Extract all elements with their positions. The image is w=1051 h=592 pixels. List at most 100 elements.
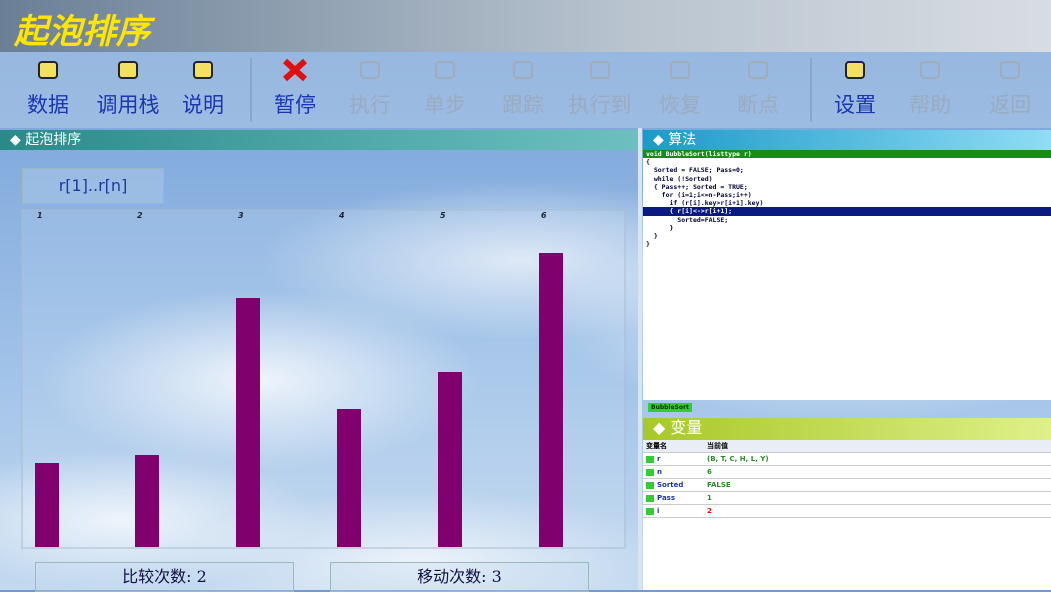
toolbar-button[interactable]: 数据: [8, 56, 88, 119]
button-label: 数据: [27, 93, 69, 117]
range-label: r[1]..r[n]: [22, 168, 164, 204]
var-icon: [646, 494, 654, 502]
separator: [250, 58, 252, 122]
title-bar: [0, 0, 1051, 52]
icon-shape: [38, 61, 58, 79]
bar: [35, 463, 59, 547]
toolbar: [0, 52, 1051, 128]
toolbar-button: 执行到: [560, 56, 640, 119]
cell-text: r: [657, 455, 661, 463]
chart-frame: [21, 209, 626, 549]
bar: [135, 455, 159, 547]
cell-text: Sorted: [657, 481, 684, 489]
index-label: 1: [37, 211, 43, 220]
code-line: }: [646, 223, 674, 232]
toolbar-button[interactable]: 暂停: [255, 56, 335, 119]
toolbar-button: 执行: [330, 56, 410, 119]
panel-header: ◆ 变量: [643, 418, 1051, 440]
icon-shape: [1000, 61, 1020, 79]
toolbar-button: 跟踪: [483, 56, 563, 119]
cell: r: [643, 452, 704, 466]
button-label: 调用栈: [96, 93, 160, 117]
icon: [590, 61, 610, 79]
cell-text: Pass: [657, 494, 675, 502]
cell: Sorted: [643, 478, 704, 492]
icon: [920, 61, 940, 79]
compare-count: 比较次数: 2: [35, 562, 294, 592]
icon: [435, 61, 455, 79]
splitter: [638, 128, 642, 590]
separator: [810, 58, 812, 122]
label: 移动次数:: [417, 567, 487, 586]
var-icon: [646, 481, 654, 489]
variable-row: Sorted FALSE: [643, 478, 1051, 492]
code-line: { Pass++; Sorted = TRUE;: [646, 182, 748, 191]
code-line: }: [646, 231, 658, 240]
code-line: Sorted=FALSE;: [646, 215, 729, 224]
cell-text: 6: [707, 468, 712, 476]
tab[interactable]: BubbleSort: [648, 403, 692, 412]
code-line: void BubbleSort(listtype r): [643, 150, 1051, 159]
cell: 6: [704, 465, 1051, 479]
cell: (B, T, C, H, L, Y): [704, 452, 1051, 466]
cell: 1: [704, 491, 1051, 505]
code-line: while (!Sorted): [646, 174, 713, 183]
toolbar-button: 单步: [405, 56, 485, 119]
icon: [513, 61, 533, 79]
cell-text: n: [657, 468, 662, 476]
button-label: 单步: [424, 93, 466, 117]
toolbar-button: 断点: [718, 56, 798, 119]
bar: [438, 372, 462, 547]
toolbar-button: 恢复: [640, 56, 720, 119]
bar: [236, 298, 260, 547]
panel-header: ◆ 起泡排序: [0, 130, 638, 150]
cell: FALSE: [704, 478, 1051, 492]
header-row: 变量名 当前值: [643, 440, 1051, 453]
var-icon: [646, 468, 654, 476]
bar: [337, 409, 361, 547]
icon: [845, 61, 865, 79]
icon: [670, 61, 690, 79]
code-line: {: [646, 158, 650, 167]
code-line: for (i=1;i<=n-Pass;i++): [646, 190, 752, 199]
icon-shape: [920, 61, 940, 79]
index-label: 5: [440, 211, 446, 220]
icon-shape: [845, 61, 865, 79]
icon: [118, 61, 138, 79]
toolbar-button[interactable]: 调用栈: [88, 56, 168, 119]
index-label: 3: [238, 211, 244, 220]
variable-row: Pass 1: [643, 491, 1051, 505]
code-line: { r[i]<->r[i+1];: [643, 207, 1051, 216]
code-view: void BubbleSort(listtype r){ Sorted = FA…: [643, 150, 1051, 400]
var-icon: [646, 507, 654, 515]
code-line: if (r[i].key>r[i+1].key): [646, 199, 764, 208]
cell-text: i: [657, 507, 660, 515]
cell: Pass: [643, 491, 704, 505]
button-label: 帮助: [909, 93, 951, 117]
code-line: }: [646, 240, 650, 249]
toolbar-button[interactable]: 设置: [815, 56, 895, 119]
icon: [748, 61, 768, 79]
move-count: 移动次数: 3: [330, 562, 589, 592]
label: 比较次数:: [122, 567, 192, 586]
toolbar-button[interactable]: 说明: [163, 56, 243, 119]
button-label: 返回: [989, 93, 1031, 117]
icon: [38, 61, 58, 79]
icon-shape: [748, 61, 768, 79]
icon-shape: [670, 61, 690, 79]
icon-shape: [193, 61, 213, 79]
icon-shape: [282, 58, 308, 82]
column-header: 当前值: [704, 440, 1051, 453]
cell: n: [643, 465, 704, 479]
variable-row: r (B, T, C, H, L, Y): [643, 452, 1051, 466]
variables-table: 变量名 当前值 r (B, T, C, H, L, Y) n 6 Sorted FALSE Pa…: [643, 440, 1051, 518]
icon-shape: [118, 61, 138, 79]
button-label: 执行: [349, 93, 391, 117]
button-label: 说明: [182, 93, 224, 117]
cell-text: 1: [707, 494, 712, 502]
value: 2: [196, 567, 207, 586]
index-label: 6: [541, 211, 547, 220]
icon: [282, 58, 308, 82]
